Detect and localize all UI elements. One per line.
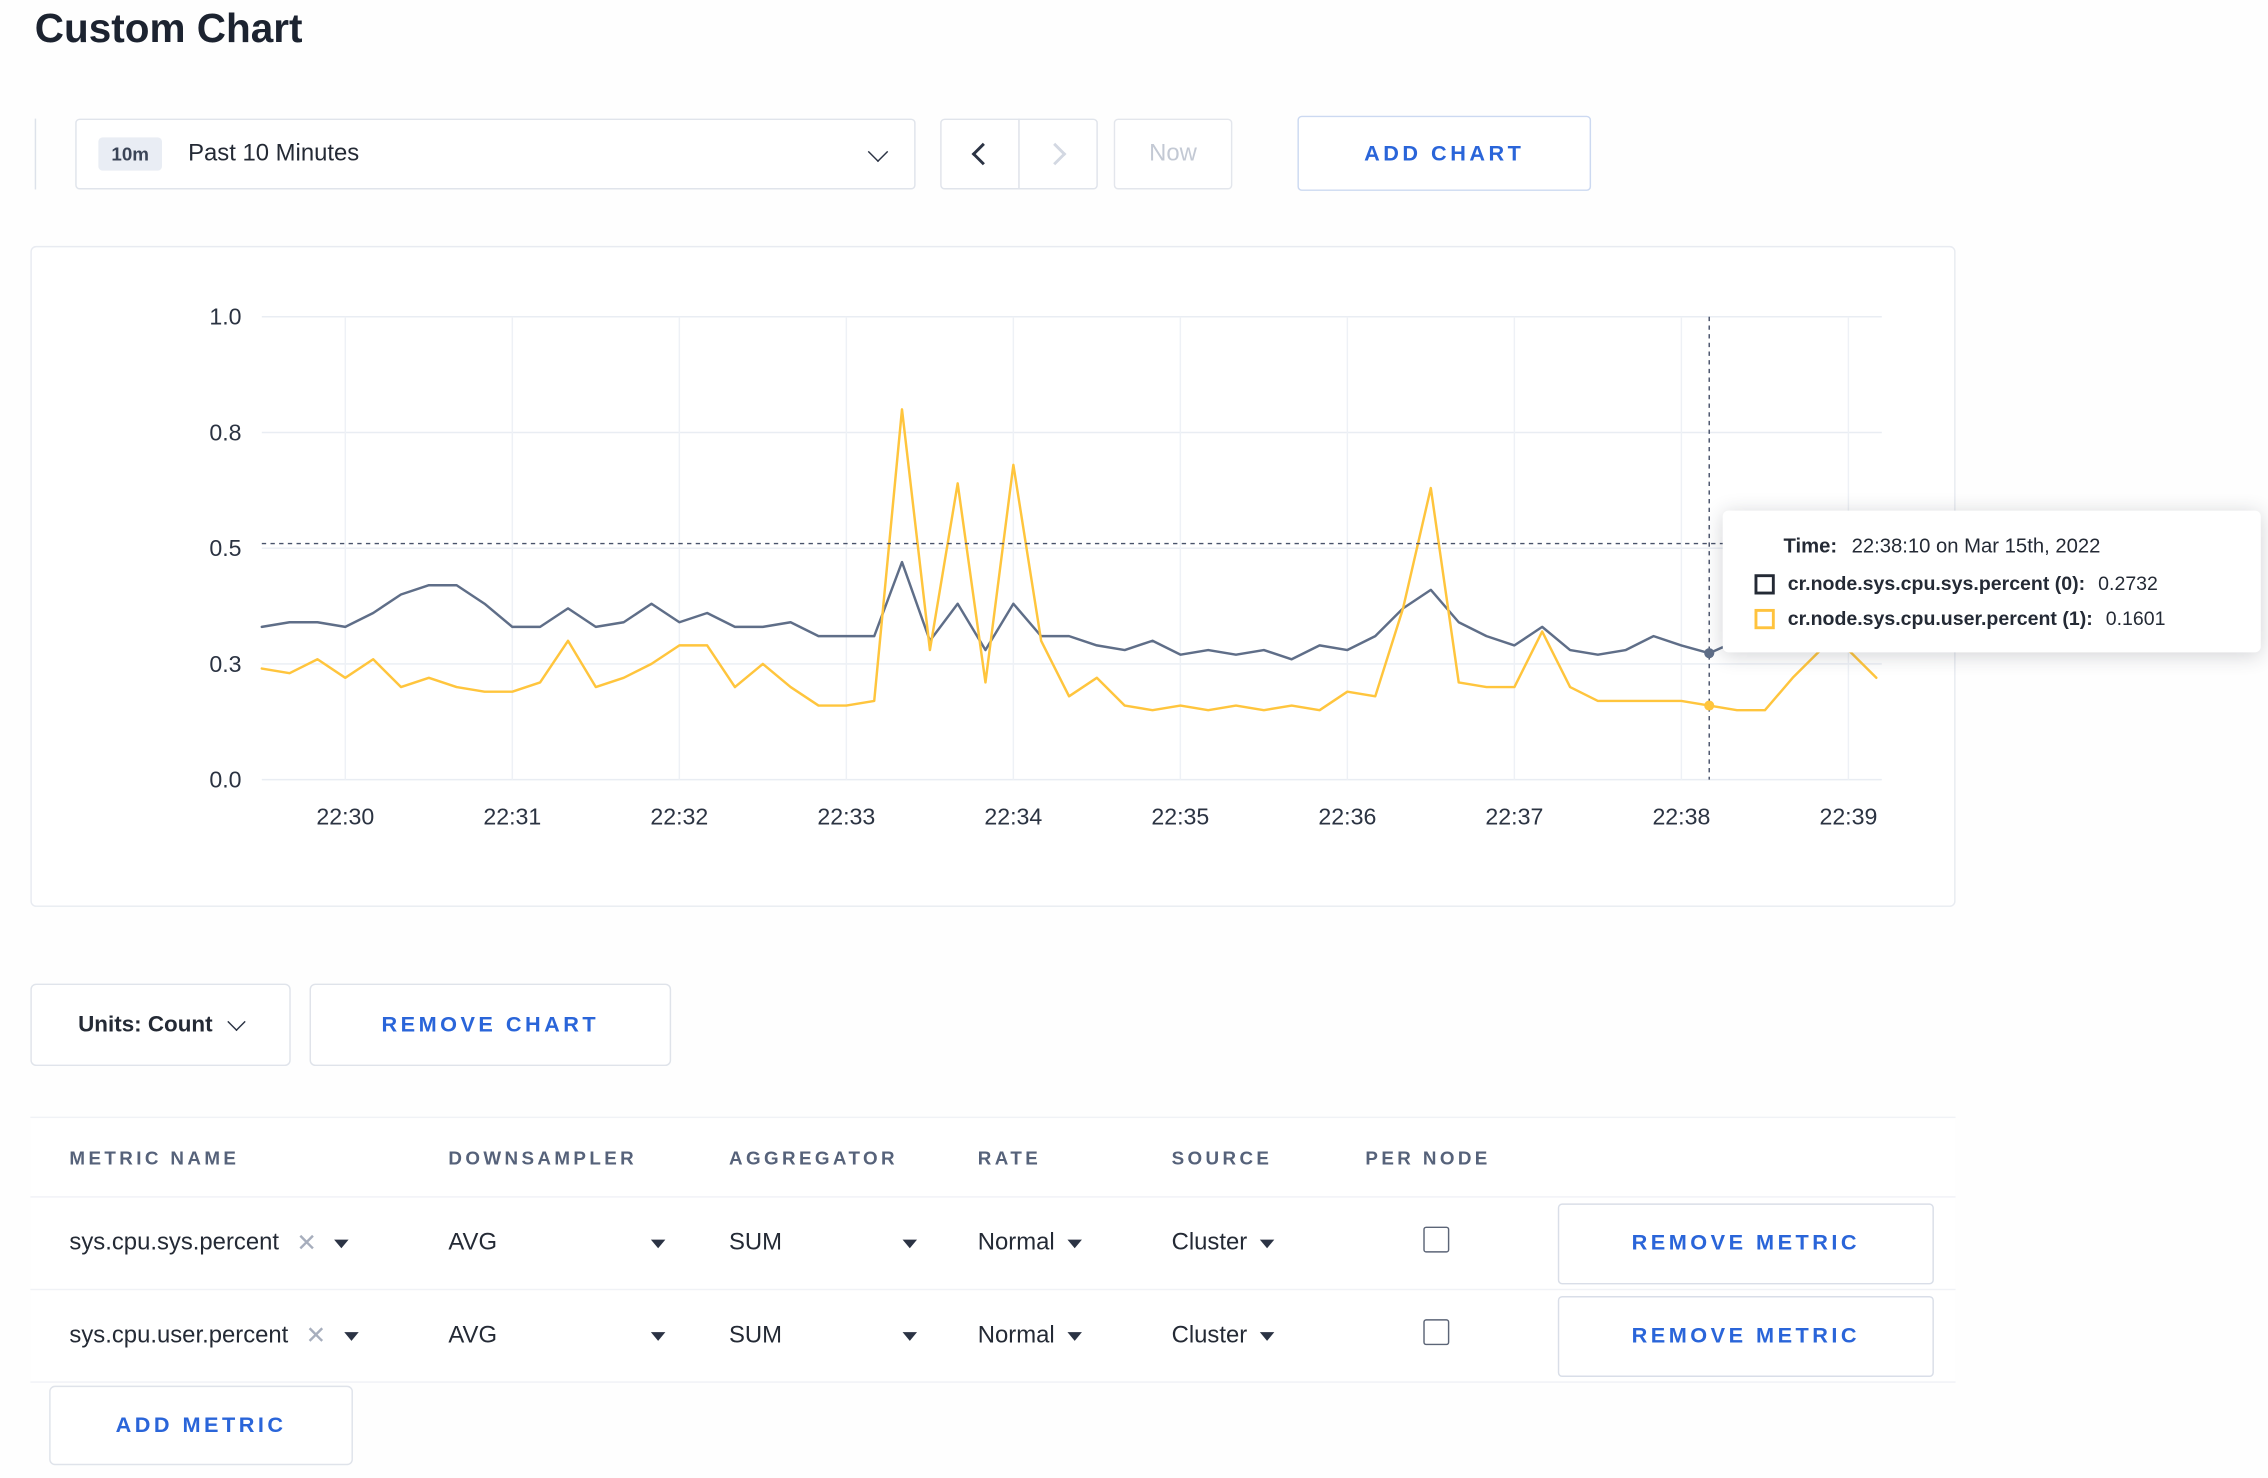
metric-name-value: sys.cpu.user.percent [69, 1322, 289, 1349]
table-row: sys.cpu.user.percent ✕ AVG SUM Normal Cl… [30, 1290, 1956, 1383]
metric-name-value: sys.cpu.sys.percent [69, 1229, 280, 1256]
per-node-checkbox[interactable] [1423, 1319, 1450, 1346]
rate-value: Normal [977, 1229, 1055, 1256]
toolbar-divider [34, 118, 37, 190]
caret-down-icon [334, 1238, 349, 1248]
source-select[interactable]: Cluster [1172, 1322, 1366, 1349]
series-sys-legend-icon [1754, 573, 1775, 594]
svg-text:22:30: 22:30 [316, 803, 374, 829]
source-value: Cluster [1171, 1322, 1248, 1349]
caret-down-icon [343, 1331, 359, 1341]
header-source: SOURCE [1171, 1146, 1273, 1168]
chart-panel: 0.0 0.3 0.5 0.8 1.0 22:30 22:31 22:32 22:33 22:34… [30, 245, 2261, 907]
metrics-chart-svg[interactable]: 0.0 0.3 0.5 0.8 1.0 22:30 22:31 22:32 22:33 22:34… [32, 247, 1957, 869]
caret-down-icon [650, 1331, 666, 1341]
prev-range-button[interactable] [940, 118, 1020, 190]
tooltip-series-row: cr.node.sys.cpu.sys.percent (0): 0.2732 [1754, 572, 2235, 595]
downsampler-value: AVG [448, 1322, 498, 1349]
header-aggregator: AGGREGATOR [729, 1146, 898, 1168]
caret-down-icon [1260, 1331, 1275, 1341]
time-nav-group [940, 118, 1098, 190]
chevron-left-icon [971, 142, 995, 166]
tooltip-series-row: cr.node.sys.cpu.user.percent (1): 0.1601 [1754, 607, 2235, 630]
source-value: Cluster [1171, 1229, 1248, 1256]
time-range-badge: 10m [98, 137, 163, 171]
page-title: Custom Chart [34, 5, 303, 51]
caret-down-icon [1067, 1238, 1083, 1248]
caret-down-icon [902, 1331, 918, 1341]
svg-text:22:37: 22:37 [1485, 803, 1543, 829]
aggregator-select[interactable]: SUM [729, 1322, 918, 1349]
header-per-node: PER NODE [1365, 1146, 1491, 1168]
downsampler-select[interactable]: AVG [448, 1229, 666, 1256]
remove-metric-button[interactable]: REMOVE METRIC [1557, 1295, 1934, 1377]
header-downsampler: DOWNSAMPLER [448, 1146, 638, 1168]
caret-down-icon [902, 1238, 918, 1248]
add-chart-button[interactable]: ADD CHART [1297, 115, 1592, 191]
svg-text:22:38: 22:38 [1652, 803, 1710, 829]
remove-chart-button[interactable]: REMOVE CHART [309, 983, 672, 1067]
add-metric-button[interactable]: ADD METRIC [49, 1385, 353, 1466]
source-select[interactable]: Cluster [1172, 1229, 1366, 1256]
svg-text:0.8: 0.8 [209, 419, 241, 445]
svg-text:0.0: 0.0 [209, 767, 241, 793]
downsampler-select[interactable]: AVG [448, 1322, 666, 1349]
aggregator-value: SUM [729, 1229, 783, 1256]
svg-text:22:31: 22:31 [483, 803, 541, 829]
rate-select[interactable]: Normal [978, 1322, 1172, 1349]
chevron-down-icon [867, 140, 889, 162]
tooltip-series-name: cr.node.sys.cpu.user.percent (1): [1787, 607, 2093, 630]
tooltip-series-name: cr.node.sys.cpu.sys.percent (0): [1787, 572, 2086, 595]
chevron-right-icon [1043, 142, 1067, 166]
aggregator-value: SUM [729, 1322, 783, 1349]
rate-select[interactable]: Normal [978, 1229, 1172, 1256]
metrics-table-header: METRIC NAME DOWNSAMPLER AGGREGATOR RATE … [30, 1118, 1956, 1198]
caret-down-icon [1260, 1238, 1275, 1248]
tooltip-time-value: 22:38:10 on Mar 15th, 2022 [1851, 533, 2101, 557]
clear-metric-icon[interactable]: ✕ [305, 1322, 327, 1350]
metric-name-select[interactable]: sys.cpu.sys.percent ✕ [69, 1229, 448, 1256]
metric-name-select[interactable]: sys.cpu.user.percent ✕ [69, 1322, 448, 1349]
time-range-dropdown[interactable]: 10m Past 10 Minutes [75, 118, 916, 190]
tooltip-series-value: 0.1601 [2105, 607, 2166, 630]
per-node-checkbox[interactable] [1423, 1226, 1450, 1253]
aggregator-select[interactable]: SUM [729, 1229, 918, 1256]
next-range-button[interactable] [1018, 118, 1098, 190]
svg-text:22:32: 22:32 [650, 803, 708, 829]
chart-hover-tooltip: Time: 22:38:10 on Mar 15th, 2022 cr.node.… [1722, 510, 2261, 653]
remove-metric-button[interactable]: REMOVE METRIC [1557, 1202, 1934, 1284]
table-row: sys.cpu.sys.percent ✕ AVG SUM Normal Clu… [30, 1198, 1956, 1291]
svg-text:0.3: 0.3 [209, 651, 241, 677]
svg-text:22:39: 22:39 [1819, 803, 1877, 829]
svg-text:22:34: 22:34 [984, 803, 1042, 829]
units-label: Units: Count [78, 1011, 213, 1037]
tooltip-series-value: 0.2732 [2098, 572, 2158, 595]
chevron-down-icon [227, 1012, 246, 1032]
clear-metric-icon[interactable]: ✕ [296, 1229, 317, 1257]
time-range-label: Past 10 Minutes [188, 140, 360, 167]
svg-text:22:36: 22:36 [1318, 803, 1376, 829]
svg-text:22:35: 22:35 [1151, 803, 1209, 829]
svg-text:0.5: 0.5 [209, 535, 241, 561]
header-metric-name: METRIC NAME [69, 1146, 240, 1168]
tooltip-time-row: Time: 22:38:10 on Mar 15th, 2022 [1783, 534, 2234, 557]
downsampler-value: AVG [448, 1229, 498, 1256]
svg-text:22:33: 22:33 [817, 803, 875, 829]
rate-value: Normal [977, 1322, 1055, 1349]
caret-down-icon [650, 1238, 666, 1248]
units-dropdown[interactable]: Units: Count [30, 983, 291, 1067]
header-rate: RATE [977, 1146, 1042, 1168]
series-user-legend-icon [1754, 608, 1775, 629]
caret-down-icon [1067, 1331, 1083, 1341]
tooltip-time-label: Time: [1783, 533, 1838, 557]
now-button[interactable]: Now [1113, 118, 1233, 190]
metrics-table: METRIC NAME DOWNSAMPLER AGGREGATOR RATE … [30, 1116, 1956, 1383]
svg-text:1.0: 1.0 [209, 304, 241, 330]
